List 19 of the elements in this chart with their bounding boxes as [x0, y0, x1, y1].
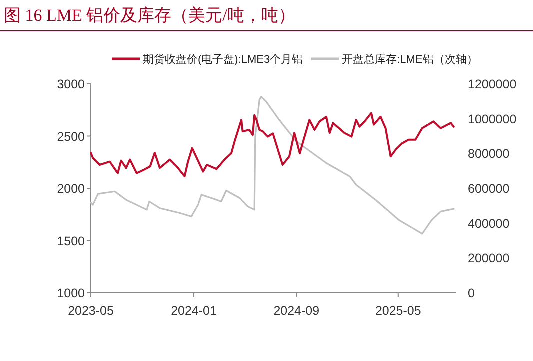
y-tick-label: 1500: [57, 234, 86, 248]
x-tick-label: 2023-05: [68, 304, 114, 318]
y2-tick-label: 600000: [468, 182, 510, 196]
x-tick-label: 2025-05: [375, 304, 422, 318]
legend-label: 期货收盘价(电子盘):LME3个月铝: [143, 53, 304, 66]
x-tick-label: 2024-01: [171, 304, 218, 318]
y-tick-label: 2000: [57, 182, 86, 196]
y2-tick-label: 0: [468, 286, 475, 300]
legend-label: 开盘总库存:LME铝（次轴）: [342, 53, 478, 66]
chart-title: 图 16 LME 铝价及库存（美元/吨，吨）: [4, 6, 296, 25]
y-tick-label: 2500: [57, 130, 86, 144]
y2-tick-label: 200000: [468, 252, 510, 266]
y-tick-label: 1000: [57, 286, 86, 300]
y2-tick-label: 800000: [468, 147, 510, 162]
y2-tick-label: 400000: [468, 216, 510, 231]
y-tick-label: 3000: [57, 78, 86, 92]
y2-tick-label: 1000000: [468, 112, 517, 126]
x-tick-label: 2024-09: [274, 304, 320, 318]
y2-tick-label: 1200000: [468, 78, 517, 92]
